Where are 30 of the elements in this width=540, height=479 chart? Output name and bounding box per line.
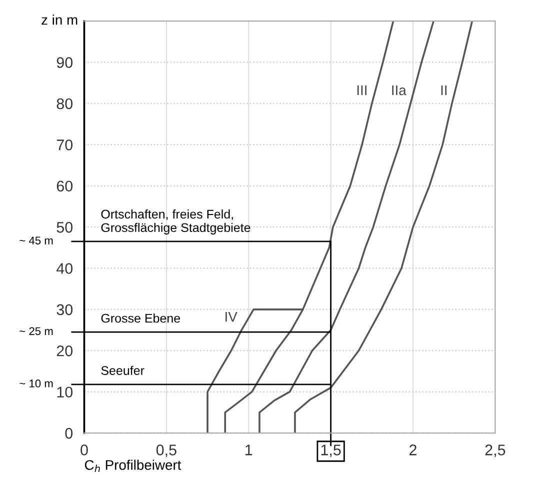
x-tick-label: 1,5 bbox=[321, 444, 341, 458]
annotation: Seeufer bbox=[101, 366, 144, 375]
x-tick-label: 0 bbox=[80, 444, 88, 456]
ref-line-label: ~ 25 m bbox=[20, 327, 53, 336]
ref-line-label: ~ 10 m bbox=[20, 380, 53, 388]
x-tick-label: 0,5 bbox=[156, 444, 176, 458]
annotation: Grosse Ebene bbox=[101, 313, 180, 323]
line-series bbox=[258, 21, 434, 434]
series-label: III bbox=[357, 85, 366, 96]
y-axis-title: z in m bbox=[42, 14, 78, 25]
series-label: IV bbox=[226, 312, 238, 322]
y-tick-label: 70 bbox=[56, 140, 73, 150]
y-tick-label: 90 bbox=[56, 57, 73, 68]
series-label: II bbox=[441, 85, 446, 96]
y-tick-label: 30 bbox=[56, 304, 73, 316]
series-label: IIa bbox=[392, 85, 406, 96]
y-tick-label: 0 bbox=[65, 428, 73, 439]
line-series bbox=[294, 21, 474, 434]
x-tick-label: 1 bbox=[246, 444, 252, 456]
annotation: Ortschaften, freies Feld, Grossflächige Stadtgebiete bbox=[101, 209, 250, 235]
x-tick-label: 2 bbox=[410, 444, 416, 456]
x-axis-title: C$_{h}$ Profilbeiwert bbox=[84, 460, 182, 472]
y-tick-label: 80 bbox=[56, 98, 73, 110]
y-tick-label: 20 bbox=[56, 345, 73, 356]
x-tick-label: 2,5 bbox=[485, 444, 506, 458]
y-tick-label: 60 bbox=[56, 180, 73, 192]
ref-line-label: ~ 45 m bbox=[20, 236, 53, 244]
y-tick-label: 50 bbox=[56, 222, 73, 233]
y-tick-label: 10 bbox=[57, 386, 73, 398]
y-tick-label: 40 bbox=[56, 263, 73, 274]
